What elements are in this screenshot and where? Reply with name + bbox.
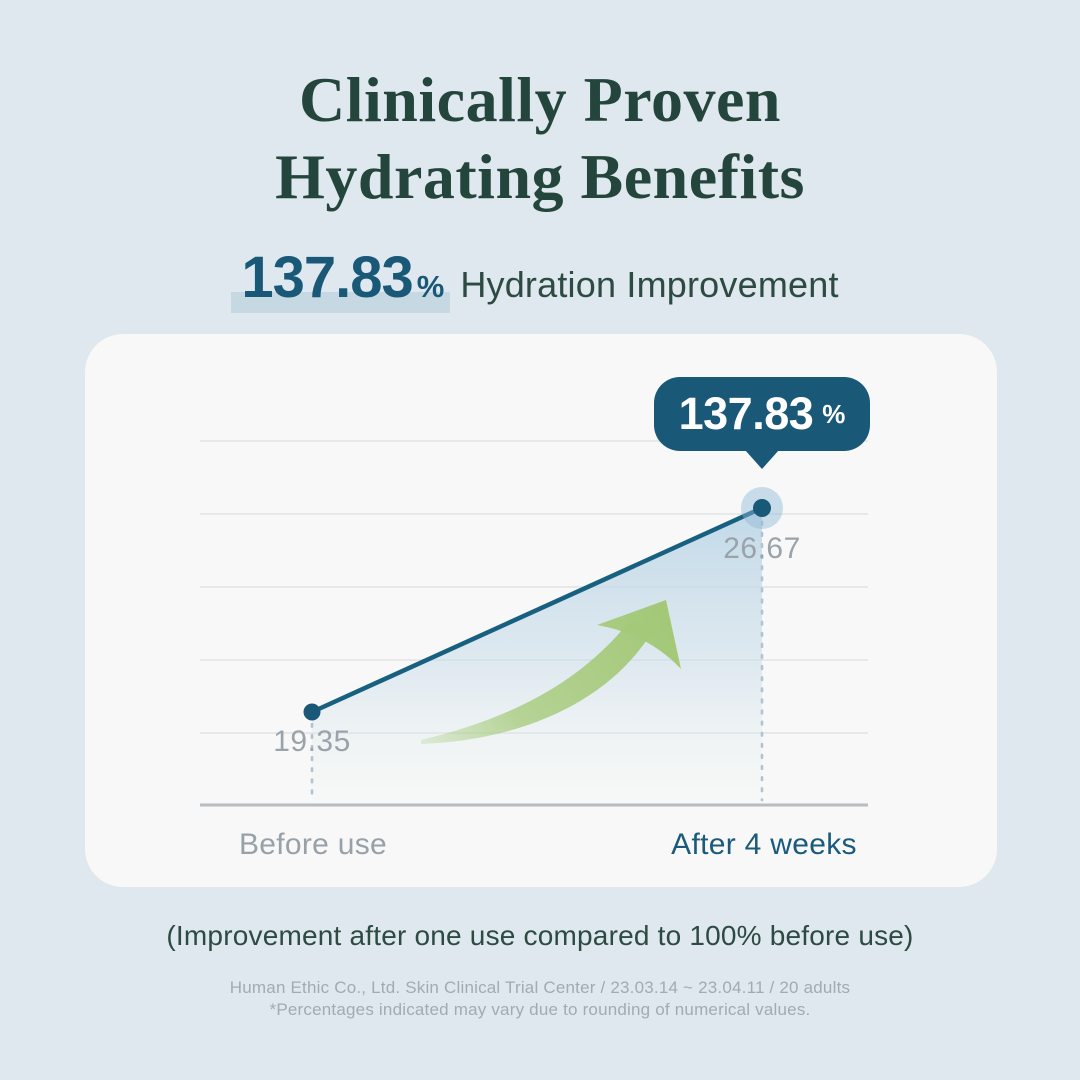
trend-line [309, 505, 765, 715]
growth-arrow-icon [421, 600, 681, 744]
page-title: Clinically Proven Hydrating Benefits [0, 62, 1080, 216]
category-label-before: Before use [238, 828, 388, 861]
subtitle: 137.83 % Hydration Improvement [0, 244, 1080, 313]
page-title-line2: Hydrating Benefits [275, 140, 805, 212]
callout-value: 137.83 [678, 388, 814, 439]
highlight-number: 137.83 % [231, 244, 451, 313]
data-point-after [753, 499, 771, 517]
callout-bubble: 137.83 % [654, 377, 870, 451]
value-label-before: 19.35 [273, 725, 351, 758]
page-title-line1: Clinically Proven [299, 64, 781, 135]
highlight-percent-sign: % [416, 269, 445, 304]
disclaimer-text: *Percentages indicated may vary due to r… [269, 1000, 811, 1019]
callout-percent-sign: % [822, 398, 846, 429]
area-fill [312, 508, 762, 803]
highlight-label: Hydration Improvement [460, 264, 839, 305]
hydration-line-chart [200, 440, 868, 807]
data-point-before [303, 703, 321, 721]
droplines [310, 520, 764, 802]
highlight-value: 137.83 [241, 245, 413, 310]
footnote: (Improvement after one use compared to 1… [166, 920, 914, 951]
value-label-after: 26.67 [723, 532, 801, 565]
category-label-after: After 4 weeks [671, 828, 857, 861]
source-text: Human Ethic Co., Ltd. Skin Clinical Tria… [229, 978, 851, 997]
